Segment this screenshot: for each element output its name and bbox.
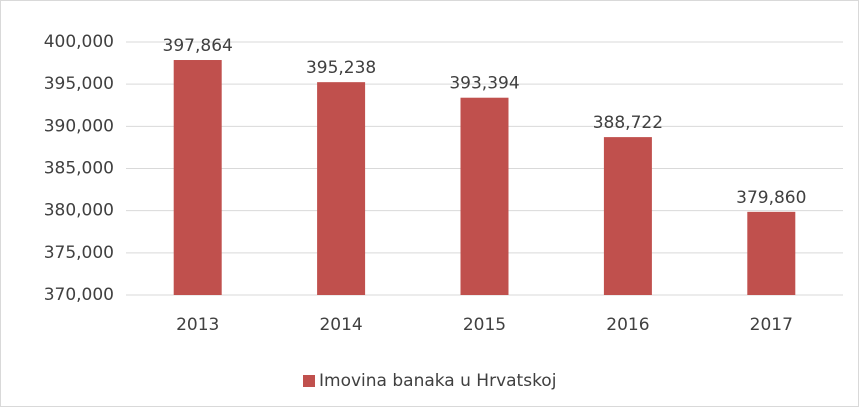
bar <box>173 60 222 296</box>
y-tick-label: 390,000 <box>44 116 114 136</box>
x-tick-label: 2014 <box>319 315 362 335</box>
y-tick-label: 375,000 <box>44 243 114 263</box>
bar <box>317 82 366 295</box>
legend-label: Imovina banaka u Hrvatskoj <box>319 371 556 391</box>
data-label: 379,860 <box>736 188 806 208</box>
y-tick-label: 385,000 <box>44 159 114 179</box>
data-label: 397,864 <box>163 36 233 56</box>
y-tick-label: 395,000 <box>44 74 114 94</box>
x-tick-label: 2013 <box>176 315 219 335</box>
legend-swatch <box>303 375 315 387</box>
data-label: 395,238 <box>306 58 376 78</box>
x-tick-label: 2016 <box>606 315 649 335</box>
y-tick-label: 370,000 <box>44 285 114 305</box>
y-tick-label: 380,000 <box>44 201 114 221</box>
data-label: 393,394 <box>449 74 519 94</box>
y-tick-label: 400,000 <box>44 32 114 52</box>
data-label: 388,722 <box>593 113 663 133</box>
x-tick-label: 2015 <box>463 315 506 335</box>
x-tick-label: 2017 <box>750 315 793 335</box>
bar <box>460 97 509 295</box>
bar <box>603 137 652 295</box>
bar <box>747 211 796 295</box>
